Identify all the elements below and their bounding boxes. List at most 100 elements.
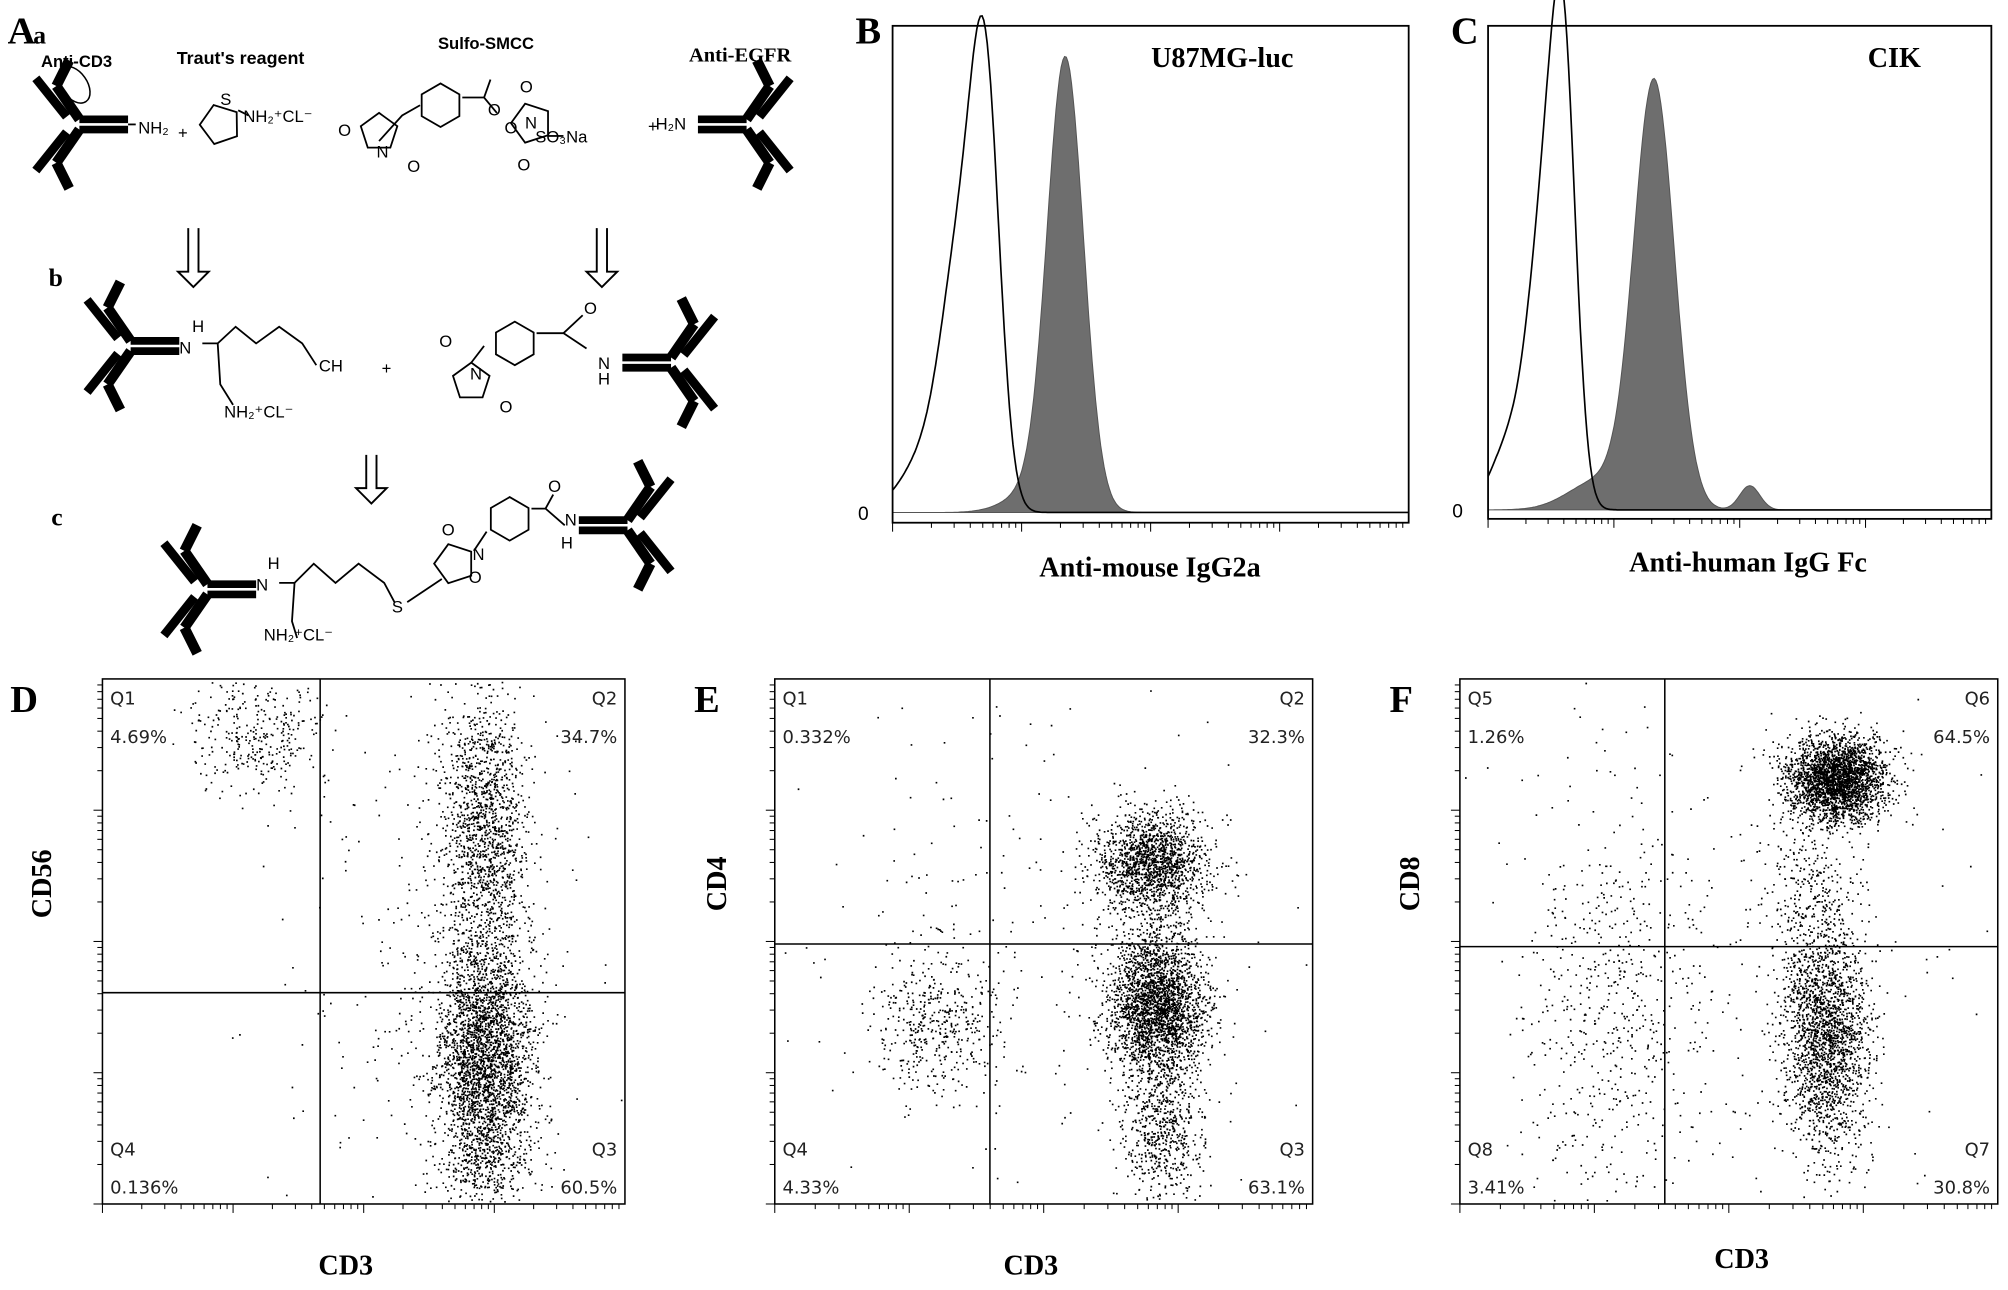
x-axis-label: CD3	[318, 1250, 373, 1281]
quadrant-percent: 34.7%	[560, 727, 617, 748]
atom-label: O	[499, 398, 512, 417]
bond	[451, 361, 491, 399]
atom-label: H₂N	[656, 115, 686, 134]
antibody-chain	[179, 522, 202, 554]
quadrant-name: Q4	[782, 1139, 808, 1160]
y-axis-label: CD56	[27, 849, 58, 918]
quadrant-name: Q5	[1468, 689, 1494, 710]
atom-label: NH₂	[138, 118, 168, 137]
x-axis-label: Anti-mouse IgG2a	[1039, 552, 1260, 583]
panel-label: E	[694, 679, 720, 721]
antibody-chain	[32, 129, 71, 174]
atom-label: H	[268, 554, 280, 573]
bond	[406, 578, 443, 603]
bond	[237, 109, 249, 117]
quadrant-percent: 30.8%	[1933, 1178, 1990, 1199]
reaction-arrow	[353, 454, 390, 505]
antibody-chain	[103, 304, 135, 344]
atom-label: N	[565, 510, 577, 529]
bond	[291, 582, 298, 639]
antibody-icon	[160, 522, 257, 656]
atom-label: NH₂⁺CL⁻	[264, 626, 333, 645]
atom-label: O	[338, 121, 351, 140]
antibody-chain	[676, 398, 699, 429]
quadrant-name: Q1	[782, 689, 808, 710]
bond	[483, 79, 492, 98]
antibody-chain	[102, 279, 125, 310]
x-axis-label: Anti-human IgG Fc	[1629, 547, 1867, 578]
atom-label: +	[178, 124, 188, 143]
quadrant-percent: 4.33%	[782, 1178, 839, 1199]
quadrant-percent: 63.1%	[1248, 1178, 1305, 1199]
quadrant-percent: 1.26%	[1468, 727, 1525, 748]
panel-label: A	[8, 11, 36, 53]
atom-label: O	[439, 332, 452, 351]
quadrant-name: Q1	[110, 689, 136, 710]
arrow-shape	[175, 228, 212, 289]
atom-label: O	[517, 156, 530, 175]
bond	[536, 332, 588, 350]
reagent-label: Traut's reagent	[177, 48, 305, 68]
histogram-title: CIK	[1868, 43, 1921, 74]
step-label: c	[51, 502, 62, 531]
antibody-chain	[633, 458, 656, 490]
quadrant-name: Q3	[1279, 1139, 1305, 1160]
antibody-chain	[752, 160, 775, 191]
bond	[378, 104, 421, 142]
arrow-shape	[584, 228, 620, 289]
bond	[495, 320, 535, 367]
antibody-chain	[755, 129, 794, 174]
bond	[562, 314, 584, 334]
panel-label: F	[1389, 679, 1412, 721]
antibody-chain	[752, 58, 775, 89]
histogram-title: U87MG-luc	[1151, 43, 1293, 74]
y-axis-label: CD8	[1395, 856, 1426, 911]
x-axis-label: CD3	[1004, 1250, 1059, 1281]
bond	[473, 531, 488, 552]
antibody-chain	[666, 364, 699, 404]
quadrant-name: Q2	[1279, 689, 1305, 710]
antibody-chain	[52, 83, 84, 123]
quadrant-percent: 0.136%	[110, 1178, 178, 1199]
panel-label: C	[1451, 11, 1479, 53]
event-dots	[172, 681, 623, 1203]
reagent-label: Sulfo-SMCC	[438, 34, 534, 53]
antibody-chain	[680, 367, 719, 412]
atom-label: O	[584, 299, 597, 318]
atom-label: O	[548, 477, 561, 496]
atom-label: +	[382, 359, 392, 378]
histogram-outline	[1487, 0, 1992, 511]
bond	[420, 82, 461, 129]
bond	[470, 345, 485, 364]
reagent-label: Anti-EGFR	[689, 45, 792, 67]
atom-label: H	[561, 533, 573, 552]
axis-zero-label: 0	[858, 504, 869, 525]
atom-label: O	[505, 118, 518, 137]
antibody-chain	[676, 296, 699, 327]
antibody-icon	[578, 458, 675, 592]
panel-label: D	[10, 679, 38, 721]
quadrant-percent: 60.5%	[560, 1178, 617, 1199]
quadrant-percent: 64.5%	[1933, 727, 1990, 748]
bond	[433, 543, 473, 585]
axis-zero-label: 0	[1452, 502, 1463, 523]
bond	[216, 343, 234, 406]
atom-label: N	[598, 354, 610, 373]
antibody-chain	[179, 625, 202, 656]
reaction-arrow	[175, 228, 212, 289]
antibody-chain	[180, 547, 212, 588]
atom-label: S	[392, 597, 403, 616]
atom-label: N	[525, 113, 537, 132]
reagent-label: Anti-CD3	[41, 52, 112, 71]
antibody-chain	[52, 126, 84, 166]
step-label: a	[33, 21, 46, 50]
quadrant-name: Q3	[592, 1139, 618, 1160]
antibody-chain	[83, 350, 122, 395]
panel-label: B	[855, 11, 881, 53]
antibody-chain	[742, 126, 774, 166]
antibody-chain	[623, 483, 655, 524]
antibody-icon	[83, 279, 180, 413]
y-axis-label: CD4	[702, 856, 733, 911]
